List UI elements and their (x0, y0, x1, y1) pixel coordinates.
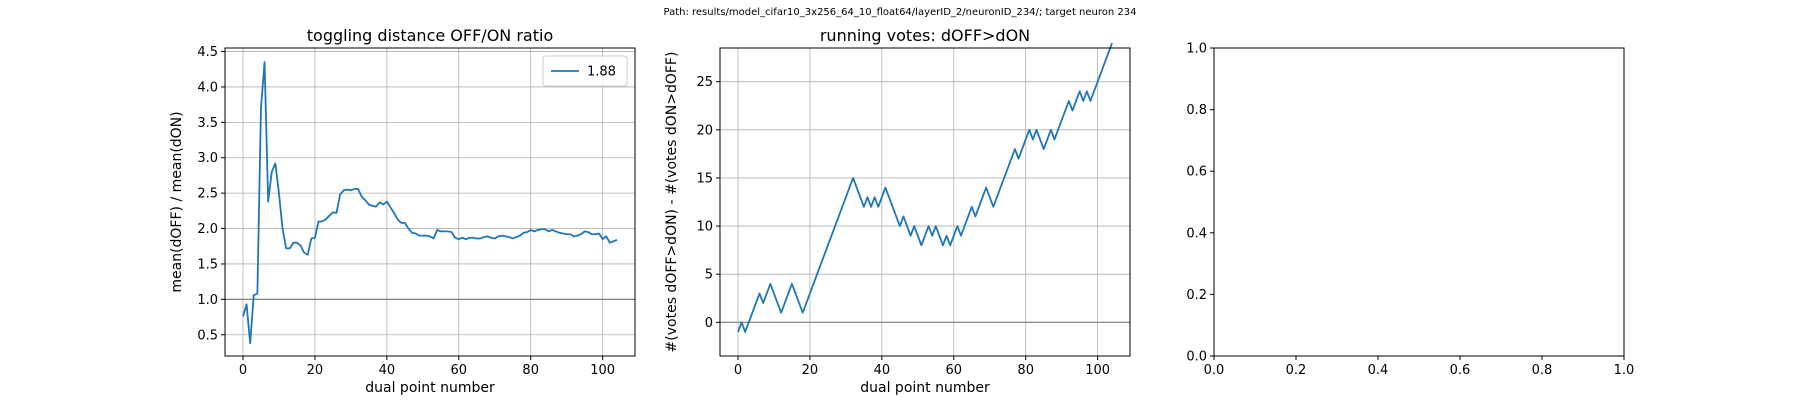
x-tick-label: 20 (307, 363, 324, 378)
legend-label: 1.88 (587, 65, 616, 80)
y-tick-label: 0.5 (197, 328, 218, 343)
x-tick-label: 100 (590, 363, 615, 378)
x-tick-label: 100 (1085, 363, 1110, 378)
y-tick-label: 0.2 (1186, 288, 1207, 303)
y-tick-label: 5 (705, 268, 713, 283)
x-tick-label: 0.0 (1204, 363, 1225, 378)
x-tick-label: 80 (1017, 363, 1034, 378)
legend-box (542, 55, 628, 87)
chart-2: 0 20 40 60 80 100 0 5 10 15 20 25 running votes: dOF… (664, 26, 1131, 396)
y-tick-label: 25 (696, 75, 713, 90)
x-tick-label: 0.4 (1368, 363, 1389, 378)
x-tick-label: 0.6 (1450, 363, 1471, 378)
series-line-1 (737, 42, 1113, 333)
y-tick-label: 1.5 (197, 257, 218, 272)
legend: 1.88 (542, 55, 628, 87)
y-tick-label: 0.6 (1186, 165, 1207, 180)
series-line-1 (242, 61, 618, 345)
axes-frame (224, 47, 636, 357)
y-tick-label: 3.0 (197, 151, 218, 166)
x-axis-label: dual point number (860, 380, 990, 396)
suptitle: Path: results/model_cifar10_3x256_64_10_… (664, 7, 1137, 18)
chart-1: 0 20 40 60 80 100 0.5 1.0 1.5 2.0 2.5 3.0 3.5 4.0 4.5 t… (169, 26, 636, 396)
x-tick-label: 0.8 (1532, 363, 1553, 378)
x-tick-label: 40 (874, 363, 891, 378)
y-tick-label: 1.0 (197, 293, 218, 308)
y-tick-label: 4.0 (197, 80, 218, 95)
x-tick-label: 0 (734, 363, 742, 378)
x-tick-label: 0 (239, 363, 247, 378)
y-tick-label: 0.8 (1186, 103, 1207, 118)
y-tick-label: 10 (696, 220, 713, 235)
chart-title: running votes: dOFF>dON (820, 26, 1030, 45)
chart-title: toggling distance OFF/ON ratio (307, 26, 553, 45)
y-tick-label: 0.4 (1186, 226, 1207, 241)
x-tick-label: 60 (945, 363, 962, 378)
y-axis-label: mean(dOFF) / mean(dON) (169, 111, 185, 292)
x-tick-label: 0.2 (1286, 363, 1307, 378)
x-tick-label: 60 (450, 363, 467, 378)
x-tick-label: 1.0 (1614, 363, 1635, 378)
axes-frame (1213, 47, 1625, 357)
y-axis-label: #(votes dOFF>dON) - #(votes dON>dOFF) (664, 52, 680, 353)
y-tick-label: 2.5 (197, 187, 218, 202)
x-axis-label: dual point number (365, 380, 495, 396)
y-tick-label: 3.5 (197, 116, 218, 131)
y-tick-label: 0 (705, 316, 713, 331)
axes-frame (719, 47, 1131, 357)
x-tick-label: 20 (802, 363, 819, 378)
x-tick-label: 40 (379, 363, 396, 378)
y-tick-label: 2.0 (197, 222, 218, 237)
y-tick-label: 4.5 (197, 45, 218, 60)
y-tick-label: 1.0 (1186, 42, 1207, 57)
x-tick-label: 80 (522, 363, 539, 378)
chart-3: 0.0 0.2 0.4 0.6 0.8 1.0 0.0 0.2 0.4 0.6 0.8 1.0 (1186, 42, 1634, 379)
y-tick-label: 0.0 (1186, 350, 1207, 365)
y-tick-label: 20 (696, 123, 713, 138)
y-tick-label: 15 (696, 171, 713, 186)
